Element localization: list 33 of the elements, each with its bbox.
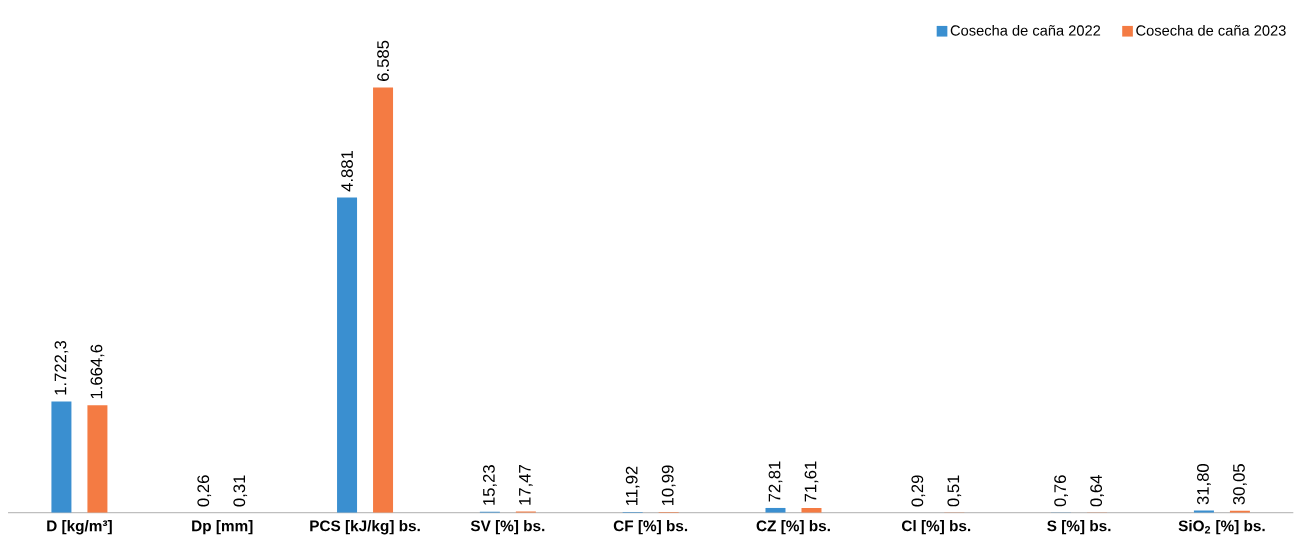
legend-label: Cosecha de caña 2022 <box>950 24 1101 36</box>
data-label: 0,64 <box>1090 475 1104 507</box>
x-tick-label: Cl [%] bs. <box>902 520 971 535</box>
data-label: 11,92 <box>625 466 640 506</box>
legend-label: Cosecha de caña 2023 <box>1136 24 1286 36</box>
data-label: 4.881 <box>341 150 353 192</box>
x-tick-label: SV [%] bs. <box>470 520 545 535</box>
data-label: 0,29 <box>911 475 926 507</box>
x-tick-label: CF [%] bs. <box>613 520 688 535</box>
x-tick-label: PCS [kJ/kg] bs. <box>310 520 420 535</box>
data-label: 10,99 <box>661 465 676 506</box>
data-label: 0,76 <box>1054 475 1068 507</box>
data-label: 31,80 <box>1197 463 1211 505</box>
x-tick-label: Dp [mm] <box>192 520 253 535</box>
data-label: 72,81 <box>768 461 783 502</box>
data-label: 0,31 <box>233 475 248 507</box>
x-tick-label: D [kg/m³] <box>47 520 112 535</box>
data-label: 0,26 <box>197 475 212 507</box>
bar <box>87 405 108 513</box>
bar <box>337 197 358 513</box>
x-tick-label: CZ [%] bs. <box>756 520 830 535</box>
x-tick-label: SiO$_{2}$ [%] bs. <box>1178 520 1265 535</box>
bar <box>51 401 72 513</box>
x-tick-label: S [%] bs. <box>1047 520 1111 535</box>
data-label: 6.585 <box>377 40 389 81</box>
data-label: 15,23 <box>482 465 497 505</box>
bar <box>373 87 394 513</box>
data-label: 0,51 <box>947 475 962 507</box>
data-label: 1.722,3 <box>54 340 69 395</box>
data-label: 30,05 <box>1233 464 1247 505</box>
data-label: 17,47 <box>519 465 533 505</box>
data-label: 1.664,6 <box>90 344 105 399</box>
data-label: 71,61 <box>804 461 819 502</box>
